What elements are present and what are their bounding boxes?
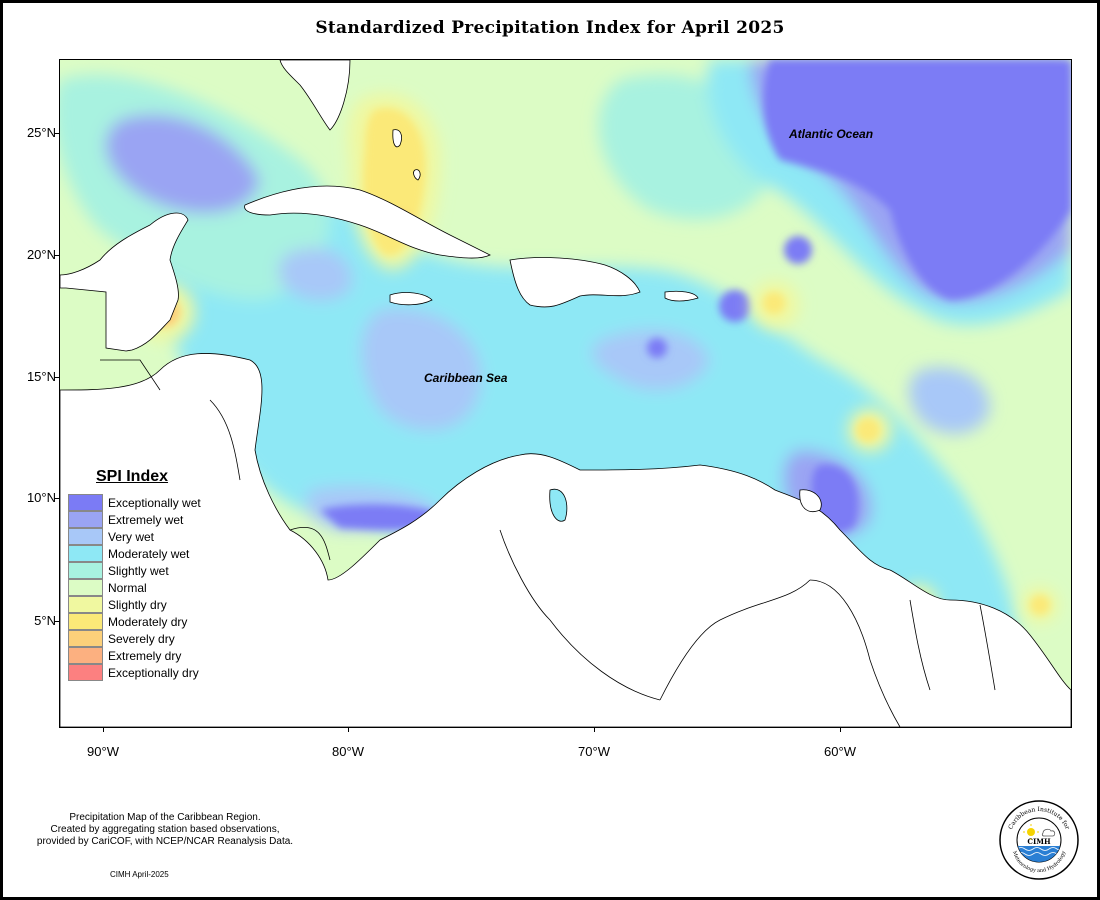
legend-item: Slightly wet	[68, 562, 201, 579]
legend-swatch	[68, 579, 103, 596]
legend-swatch	[68, 545, 103, 562]
south-america-land	[60, 353, 1071, 727]
lake-maracaibo	[549, 488, 568, 522]
cloud-icon	[1041, 828, 1056, 837]
legend-label: Slightly wet	[108, 563, 169, 578]
footnote-line: Precipitation Map of the Caribbean Regio…	[69, 812, 261, 823]
florida-land	[279, 60, 351, 131]
y-tick	[54, 255, 59, 256]
y-tick-label: 20°N	[26, 247, 56, 262]
map-footnote: Precipitation Map of the Caribbean Regio…	[0, 812, 330, 848]
legend-item: Moderately wet	[68, 545, 201, 562]
legend-swatch	[68, 664, 103, 681]
x-tick	[840, 727, 841, 732]
legend-swatch	[68, 494, 103, 511]
puerto-rico-land	[664, 290, 699, 302]
legend-label: Moderately wet	[108, 546, 190, 561]
legend-label: Extremely dry	[108, 648, 182, 663]
cuba-land	[244, 185, 491, 259]
caribbean-sea-label: Caribbean Sea	[424, 371, 508, 385]
legend-label: Exceptionally dry	[108, 665, 199, 680]
legend-swatch	[68, 613, 103, 630]
legend-item: Slightly dry	[68, 596, 201, 613]
land-masses	[60, 60, 1071, 727]
legend-swatch	[68, 528, 103, 545]
x-tick	[103, 727, 104, 732]
legend-swatch	[68, 511, 103, 528]
legend-title: SPI Index	[96, 468, 169, 485]
legend-rows: Exceptionally wet Extremely wet Very wet Mo…	[68, 494, 201, 681]
trinidad-land	[799, 489, 822, 512]
hispaniola-land	[509, 257, 641, 308]
yucatan-land	[60, 212, 189, 352]
y-tick-label: 5°N	[34, 613, 56, 628]
footnote-line: provided by CariCOF, with NCEP/NCAR Rean…	[36, 836, 294, 847]
bahamas-island	[392, 129, 402, 148]
x-tick	[594, 727, 595, 732]
x-tick-label: 90°W	[87, 744, 119, 759]
y-tick	[54, 133, 59, 134]
y-tick	[54, 621, 59, 622]
y-tick	[54, 377, 59, 378]
legend-item: Extremely wet	[68, 511, 201, 528]
legend-swatch	[68, 647, 103, 664]
legend-label: Slightly dry	[108, 597, 167, 612]
legend-label: Severely dry	[108, 631, 175, 646]
spi-map-svg	[60, 60, 1071, 727]
legend-label: Exceptionally wet	[108, 495, 201, 510]
y-tick-label: 10°N	[26, 490, 56, 505]
legend-label: Moderately dry	[108, 614, 188, 629]
cimh-logo: Caribbean Institute for Meteorology and …	[998, 799, 1080, 886]
spi-legend: SPI Index Exceptionally wet Extremely wet…	[68, 468, 201, 681]
legend-label: Extremely wet	[108, 512, 184, 527]
cimh-logo-svg: Caribbean Institute for Meteorology and …	[999, 800, 1079, 880]
legend-label: Normal	[108, 580, 147, 595]
y-tick-label: 25°N	[26, 125, 56, 140]
spi-map	[59, 59, 1072, 728]
legend-item: Exceptionally wet	[68, 494, 201, 511]
legend-swatch	[68, 562, 103, 579]
footnote-line: Created by aggregating station based obs…	[50, 824, 280, 835]
y-tick-label: 15°N	[26, 369, 56, 384]
credit-text: CIMH April-2025	[110, 870, 169, 879]
jamaica-land	[389, 292, 433, 306]
logo-text-center: CIMH	[1027, 837, 1051, 846]
atlantic-ocean-label: Atlantic Ocean	[789, 127, 874, 141]
legend-label: Very wet	[108, 529, 155, 544]
sun-icon	[1027, 828, 1035, 836]
map-title: Standardized Precipitation Index for Apr…	[315, 18, 785, 38]
x-tick	[348, 727, 349, 732]
legend-item: Extremely dry	[68, 647, 201, 664]
x-tick-label: 60°W	[824, 744, 856, 759]
legend-item: Normal	[68, 579, 201, 596]
bahamas-island	[413, 169, 421, 181]
legend-item: Moderately dry	[68, 613, 201, 630]
legend-swatch	[68, 630, 103, 647]
legend-swatch	[68, 596, 103, 613]
country-borders	[100, 359, 996, 727]
y-tick	[54, 498, 59, 499]
sun-rays-icon	[1023, 824, 1039, 840]
legend-item: Very wet	[68, 528, 201, 545]
legend-item: Exceptionally dry	[68, 664, 201, 681]
x-tick-label: 80°W	[332, 744, 364, 759]
legend-item: Severely dry	[68, 630, 201, 647]
x-tick-label: 70°W	[578, 744, 610, 759]
